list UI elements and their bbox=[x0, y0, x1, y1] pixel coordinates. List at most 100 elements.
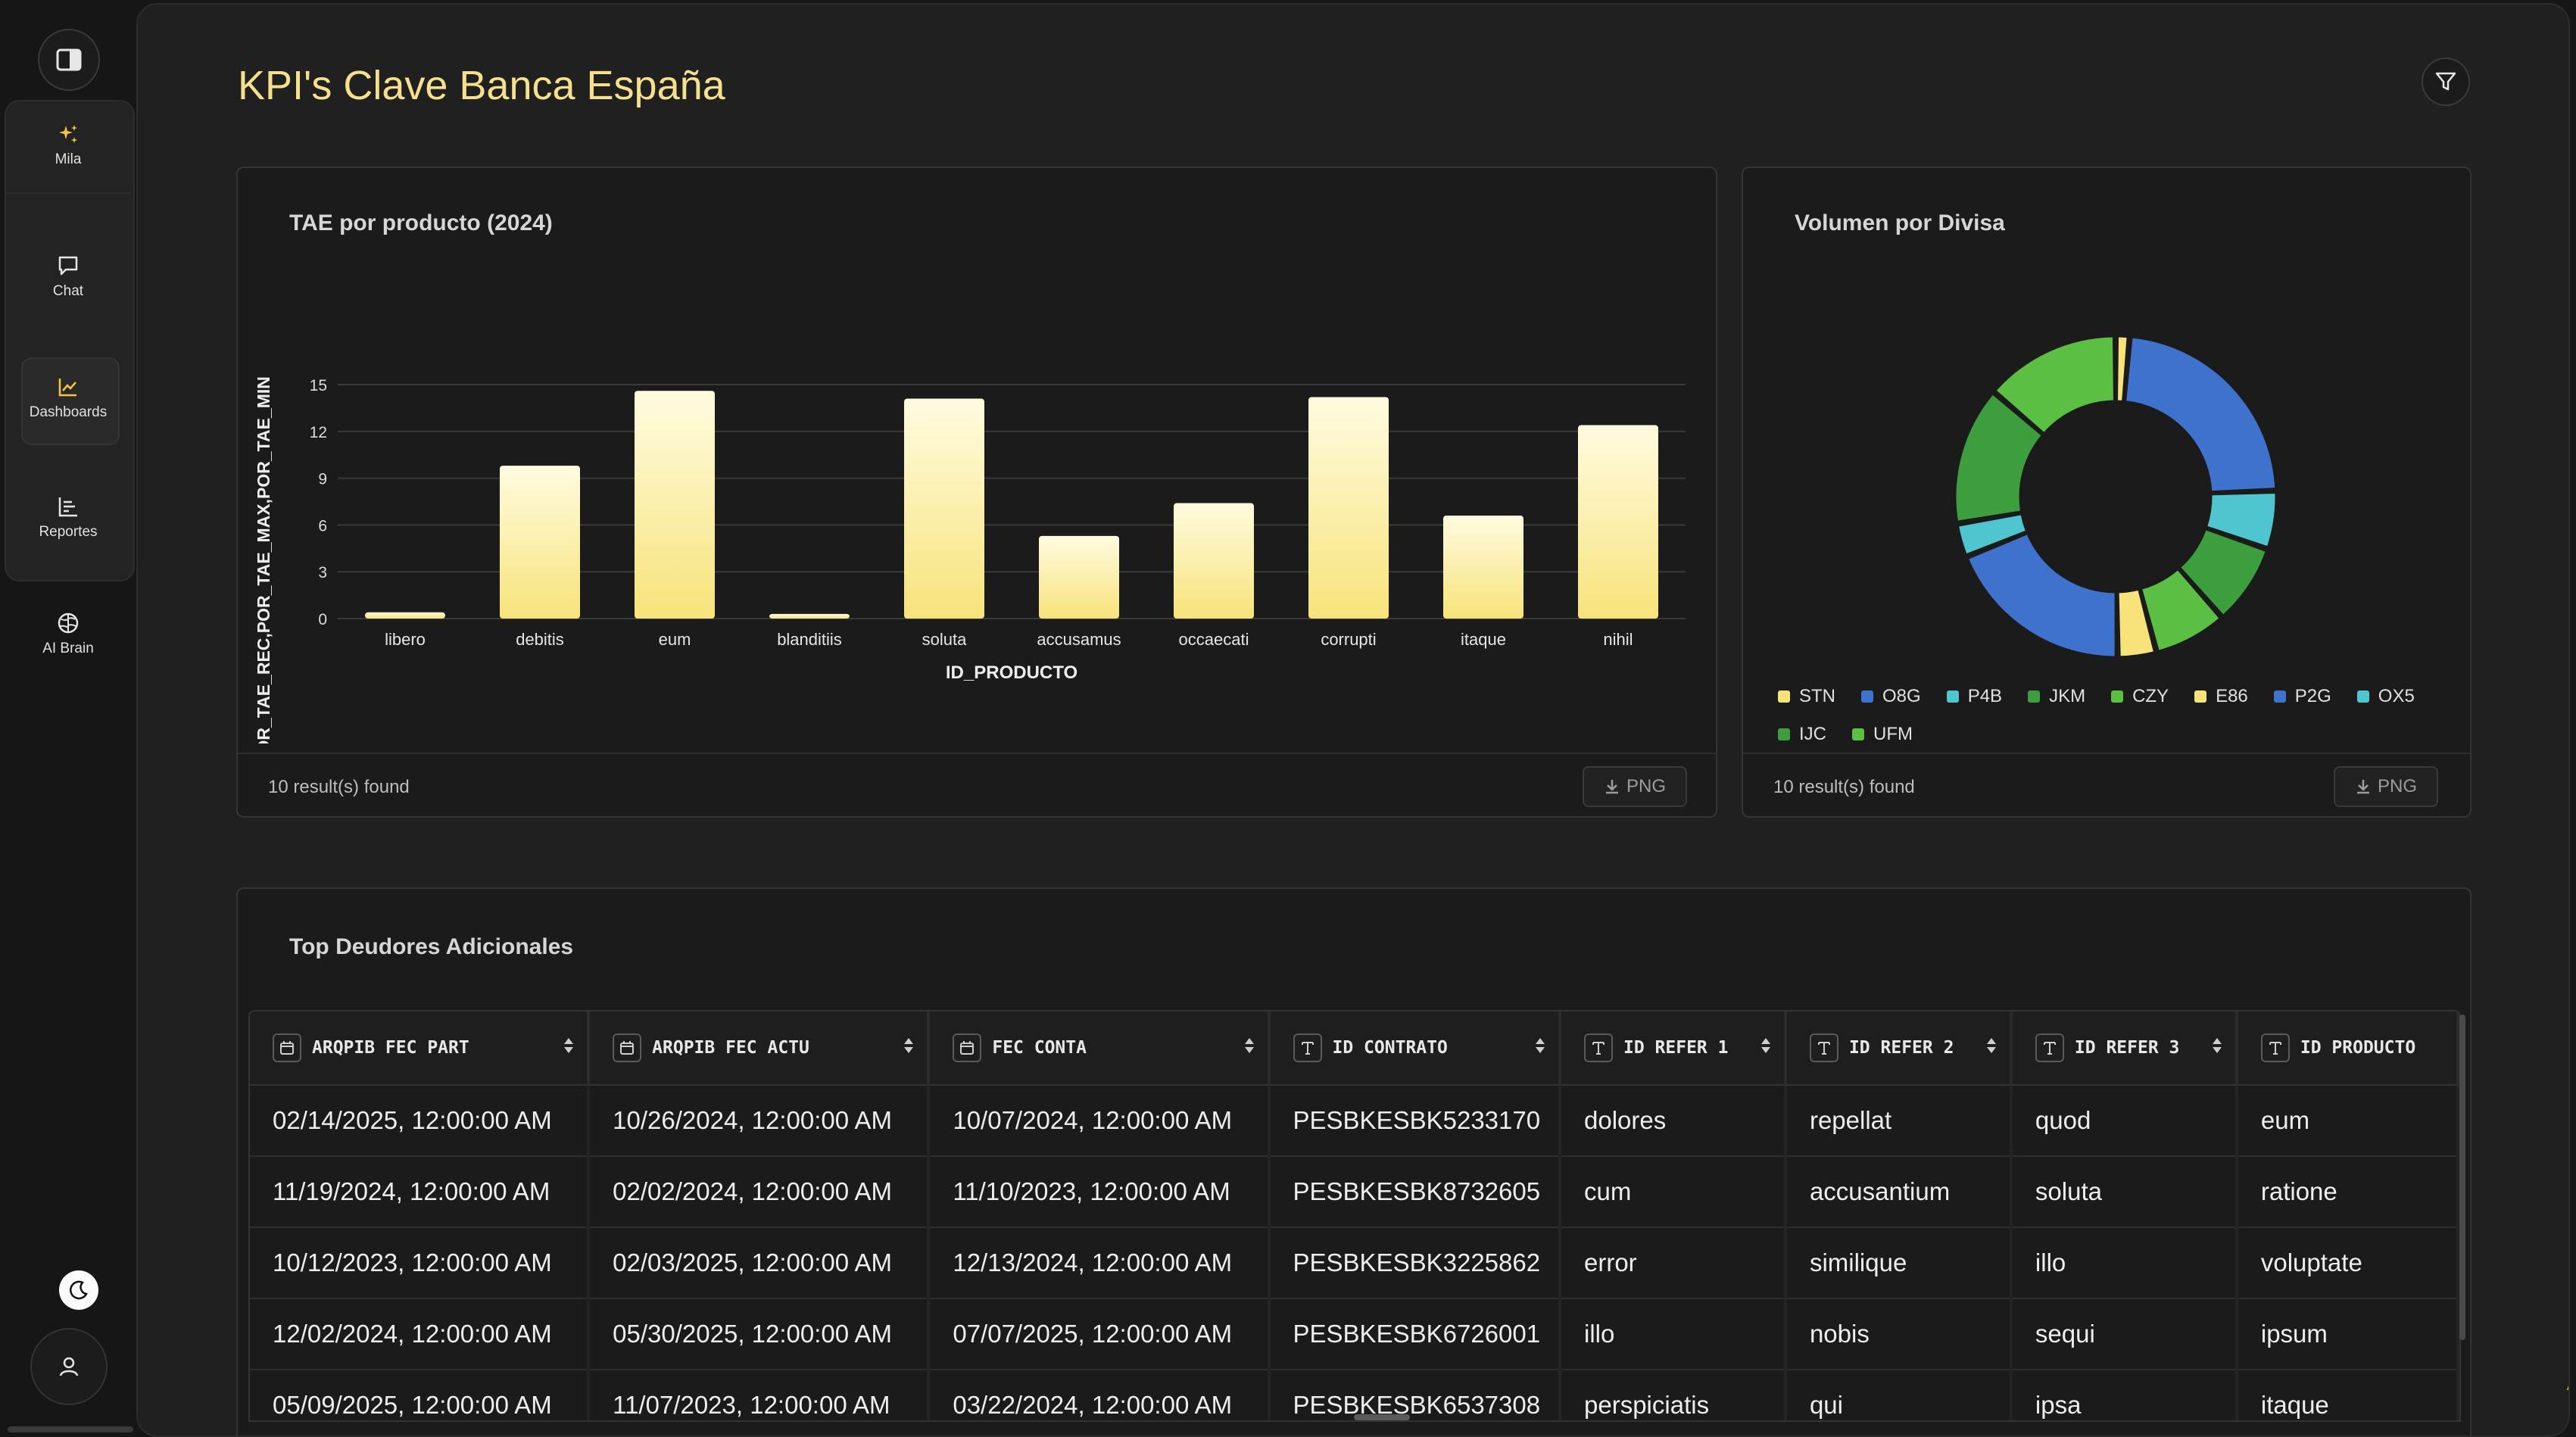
download-icon bbox=[2356, 780, 2369, 794]
bar-eum[interactable] bbox=[635, 391, 715, 619]
table-cell: 05/09/2025, 12:00:00 AM bbox=[250, 1370, 591, 1420]
legend-item-o8g[interactable]: O8G bbox=[1861, 686, 1921, 707]
legend-item-e86[interactable]: E86 bbox=[2194, 686, 2248, 707]
table-cell: 07/07/2025, 12:00:00 AM bbox=[928, 1298, 1271, 1370]
sidebar-scrollbar[interactable] bbox=[8, 1426, 133, 1432]
volume-donut-chart bbox=[1954, 335, 2278, 659]
column-header[interactable]: ID REFER 2 bbox=[1785, 1012, 2013, 1086]
table-row[interactable]: 02/14/2025, 12:00:00 AM 10/26/2024, 12:00… bbox=[250, 1085, 2459, 1157]
table-row[interactable]: 12/02/2024, 12:00:00 AM 05/30/2025, 12:00… bbox=[250, 1298, 2459, 1370]
user-profile-button[interactable] bbox=[30, 1328, 108, 1405]
slice-e86[interactable] bbox=[2116, 588, 2157, 659]
bar-debitis[interactable] bbox=[500, 466, 580, 619]
bar-corrupti[interactable] bbox=[1308, 397, 1389, 619]
column-header-label: ID REFER 3 bbox=[2074, 1038, 2180, 1058]
slice-jkm[interactable] bbox=[2178, 527, 2269, 618]
tae-chart-card: TAE por producto (2024) 0 3 6 9 12 15 libero d… bbox=[236, 167, 1717, 818]
bar-list-icon bbox=[58, 497, 77, 517]
column-header-label: ARQPIB FEC PART bbox=[312, 1038, 469, 1058]
column-header-label: ID CONTRATO bbox=[1332, 1038, 1448, 1058]
legend-item-p4b[interactable]: P4B bbox=[1946, 686, 2002, 707]
column-header[interactable]: ID CONTRATO bbox=[1268, 1012, 1562, 1086]
sort-icon[interactable] bbox=[1243, 1036, 1255, 1059]
slice-p4b[interactable] bbox=[2204, 491, 2278, 549]
table-cell: 02/02/2024, 12:00:00 AM bbox=[588, 1156, 931, 1228]
y-axis-label: POR_TAE_REC,POR_TAE_MAX,POR_TAE_MIN bbox=[254, 376, 273, 743]
legend-item-ox5[interactable]: OX5 bbox=[2356, 686, 2415, 707]
legend-item-czy[interactable]: CZY bbox=[2111, 686, 2169, 707]
table-row[interactable]: 05/09/2025, 12:00:00 AM 11/07/2023, 12:00… bbox=[250, 1370, 2459, 1420]
bar-soluta[interactable] bbox=[904, 398, 984, 619]
x-tick-label: corrupti bbox=[1321, 630, 1376, 649]
legend-label: UFM bbox=[1873, 724, 1913, 744]
sidebar-item-dashboards[interactable]: Dashboards bbox=[0, 376, 136, 421]
table-cell: ratione bbox=[2236, 1156, 2459, 1228]
sidebar-item-mila[interactable]: Mila bbox=[0, 123, 136, 168]
sort-icon[interactable] bbox=[2211, 1036, 2223, 1059]
bar-libero[interactable] bbox=[365, 612, 445, 619]
legend-label: IJC bbox=[1799, 724, 1826, 744]
table-cell: 03/22/2024, 12:00:00 AM bbox=[928, 1370, 1271, 1420]
sidebar-item-reportes[interactable]: Reportes bbox=[0, 495, 136, 541]
filter-button[interactable] bbox=[2422, 58, 2470, 106]
legend-label: JKM bbox=[2049, 686, 2086, 706]
sort-icon[interactable] bbox=[1760, 1036, 1772, 1059]
table-cell: 11/07/2023, 12:00:00 AM bbox=[588, 1370, 931, 1420]
table-cell: quod bbox=[2010, 1085, 2238, 1157]
bar-accusamus[interactable] bbox=[1039, 535, 1119, 619]
table-cell: 10/07/2024, 12:00:00 AM bbox=[928, 1085, 1271, 1157]
column-header[interactable]: ID REFER 1 bbox=[1560, 1012, 1787, 1086]
column-header[interactable]: ARQPIB FEC PART bbox=[250, 1012, 591, 1086]
slice-ufm[interactable] bbox=[1993, 335, 2116, 435]
main-panel: KPI's Clave Banca España TAE por product… bbox=[136, 3, 2570, 1437]
sidebar-item-chat[interactable]: Chat bbox=[0, 254, 136, 300]
y-tick-label: 15 bbox=[310, 377, 327, 394]
card-footer-divider bbox=[238, 753, 1716, 754]
table-cell: PESBKESBK6537308 bbox=[1268, 1370, 1562, 1420]
column-header[interactable]: ID PRODUCTO bbox=[2236, 1012, 2459, 1086]
legend-swatch bbox=[2356, 690, 2369, 703]
bar-blanditiis[interactable] bbox=[769, 613, 850, 619]
theme-toggle-button[interactable] bbox=[59, 1270, 98, 1310]
legend-swatch bbox=[1861, 690, 1873, 703]
chart-legend: STN O8G P4B JKM CZY E86 P2G OX5 IJC UFM bbox=[1778, 686, 2444, 745]
column-header[interactable]: ARQPIB FEC ACTU bbox=[588, 1012, 931, 1086]
download-png-button[interactable]: PNG bbox=[2334, 766, 2438, 807]
sort-icon[interactable] bbox=[563, 1036, 575, 1059]
slice-ox5[interactable] bbox=[1956, 513, 2029, 556]
legend-swatch bbox=[2273, 690, 2286, 703]
legend-item-ufm[interactable]: UFM bbox=[1852, 724, 1913, 745]
slice-ijc[interactable] bbox=[1954, 391, 2044, 524]
legend-item-p2g[interactable]: P2G bbox=[2273, 686, 2331, 707]
sidebar-item-label: Reportes bbox=[39, 524, 98, 540]
slice-p2g[interactable] bbox=[1966, 531, 2117, 659]
legend-item-stn[interactable]: STN bbox=[1778, 686, 1835, 707]
sort-icon[interactable] bbox=[903, 1036, 915, 1059]
sort-icon[interactable] bbox=[1534, 1036, 1546, 1059]
y-axis: 0 3 6 9 12 15 bbox=[310, 377, 327, 628]
slice-stn[interactable] bbox=[2115, 335, 2129, 403]
table-row[interactable]: 11/19/2024, 12:00:00 AM 02/02/2024, 12:00… bbox=[250, 1156, 2459, 1228]
column-header[interactable]: FEC CONTA bbox=[928, 1012, 1271, 1086]
legend-label: OX5 bbox=[2378, 686, 2415, 706]
y-tick-label: 3 bbox=[318, 564, 327, 581]
table-row[interactable]: 10/12/2023, 12:00:00 AM 02/03/2025, 12:00… bbox=[250, 1227, 2459, 1299]
sidebar-item-ai-brain[interactable]: AI Brain bbox=[0, 612, 136, 657]
legend-item-jkm[interactable]: JKM bbox=[2028, 686, 2085, 707]
sort-icon[interactable] bbox=[1985, 1036, 1997, 1059]
column-header[interactable]: ID REFER 3 bbox=[2010, 1012, 2238, 1086]
bar-nihil[interactable] bbox=[1578, 425, 1658, 619]
sidebar-toggle-button[interactable] bbox=[38, 29, 100, 91]
legend-item-ijc[interactable]: IJC bbox=[1778, 724, 1826, 745]
download-png-button[interactable]: PNG bbox=[1583, 766, 1687, 807]
legend-label: STN bbox=[1799, 686, 1835, 706]
bar-occaecati[interactable] bbox=[1174, 503, 1254, 619]
table-horizontal-scrollbar[interactable] bbox=[1354, 1414, 1410, 1420]
table-cell: itaque bbox=[2236, 1370, 2459, 1420]
debtors-table-card: Top Deudores Adicionales ARQPIB FEC PART… bbox=[236, 887, 2472, 1435]
bar-itaque[interactable] bbox=[1443, 516, 1523, 619]
slice-o8g[interactable] bbox=[2123, 335, 2278, 494]
table-vertical-scrollbar[interactable] bbox=[2459, 1015, 2465, 1340]
sidebar-item-label: Chat bbox=[52, 283, 84, 299]
slice-czy[interactable] bbox=[2139, 567, 2222, 653]
